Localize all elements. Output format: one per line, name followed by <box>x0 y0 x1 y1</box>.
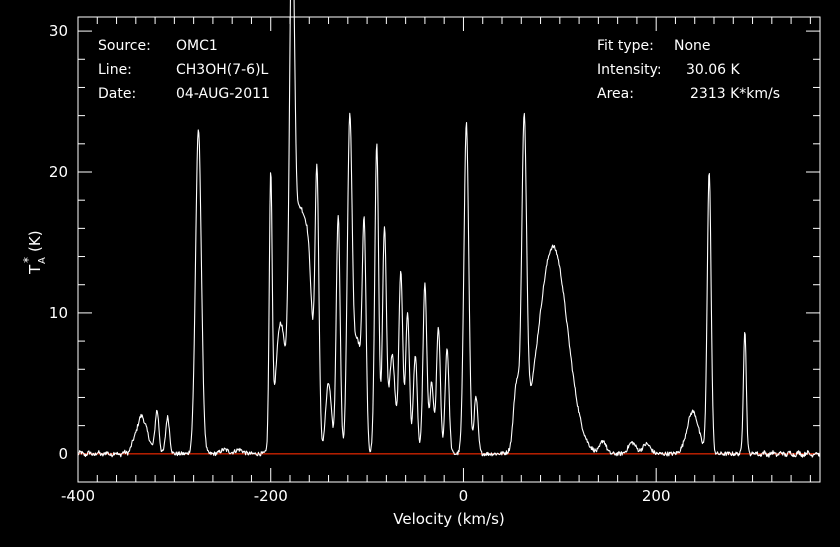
y-tick-label: 10 <box>49 304 68 322</box>
x-tick-label: -400 <box>61 487 95 505</box>
axis-ticks <box>77 17 820 483</box>
info-area-value: 2313 K*km/s <box>690 86 780 102</box>
y-axis-label: T A * (K) <box>21 230 48 275</box>
info-area-key: Area: <box>597 86 634 102</box>
x-axis-label: Velocity (km/s) <box>393 510 504 528</box>
info-fit-type-key: Fit type: <box>597 38 654 54</box>
y-tick-label: 20 <box>49 163 68 181</box>
plot-frame <box>77 16 821 483</box>
x-tick-label: -200 <box>254 487 288 505</box>
info-fit-type-value: None <box>674 38 711 54</box>
info-date-key: Date: <box>98 86 136 102</box>
info-date-value: 04-AUG-2011 <box>176 86 270 102</box>
info-line-value: CH3OH(7-6)L <box>176 62 269 78</box>
axis-tick-labels: -400 -200 0 200 0 10 20 30 <box>49 22 671 505</box>
y-axis-label-unit: (K) <box>26 230 44 252</box>
info-source-key: Source: <box>98 38 151 54</box>
y-axis-label-main: T <box>26 264 44 275</box>
info-intensity-key: Intensity: <box>597 62 662 78</box>
y-axis-label-sub: A <box>37 257 48 264</box>
info-intensity-value: 30.06 K <box>686 62 741 78</box>
spectrum-line <box>77 0 821 458</box>
info-block-left: Source: OMC1 Line: CH3OH(7-6)L Date: 04-… <box>98 38 270 102</box>
x-tick-label: 200 <box>642 487 671 505</box>
y-axis-label-sup: * <box>21 257 35 263</box>
info-source-value: OMC1 <box>176 38 218 54</box>
x-tick-label: 0 <box>459 487 469 505</box>
info-line-key: Line: <box>98 62 132 78</box>
y-tick-label: 30 <box>49 22 68 40</box>
info-block-right: Fit type: None Intensity: 30.06 K Area: … <box>597 38 780 102</box>
y-tick-label: 0 <box>58 445 68 463</box>
